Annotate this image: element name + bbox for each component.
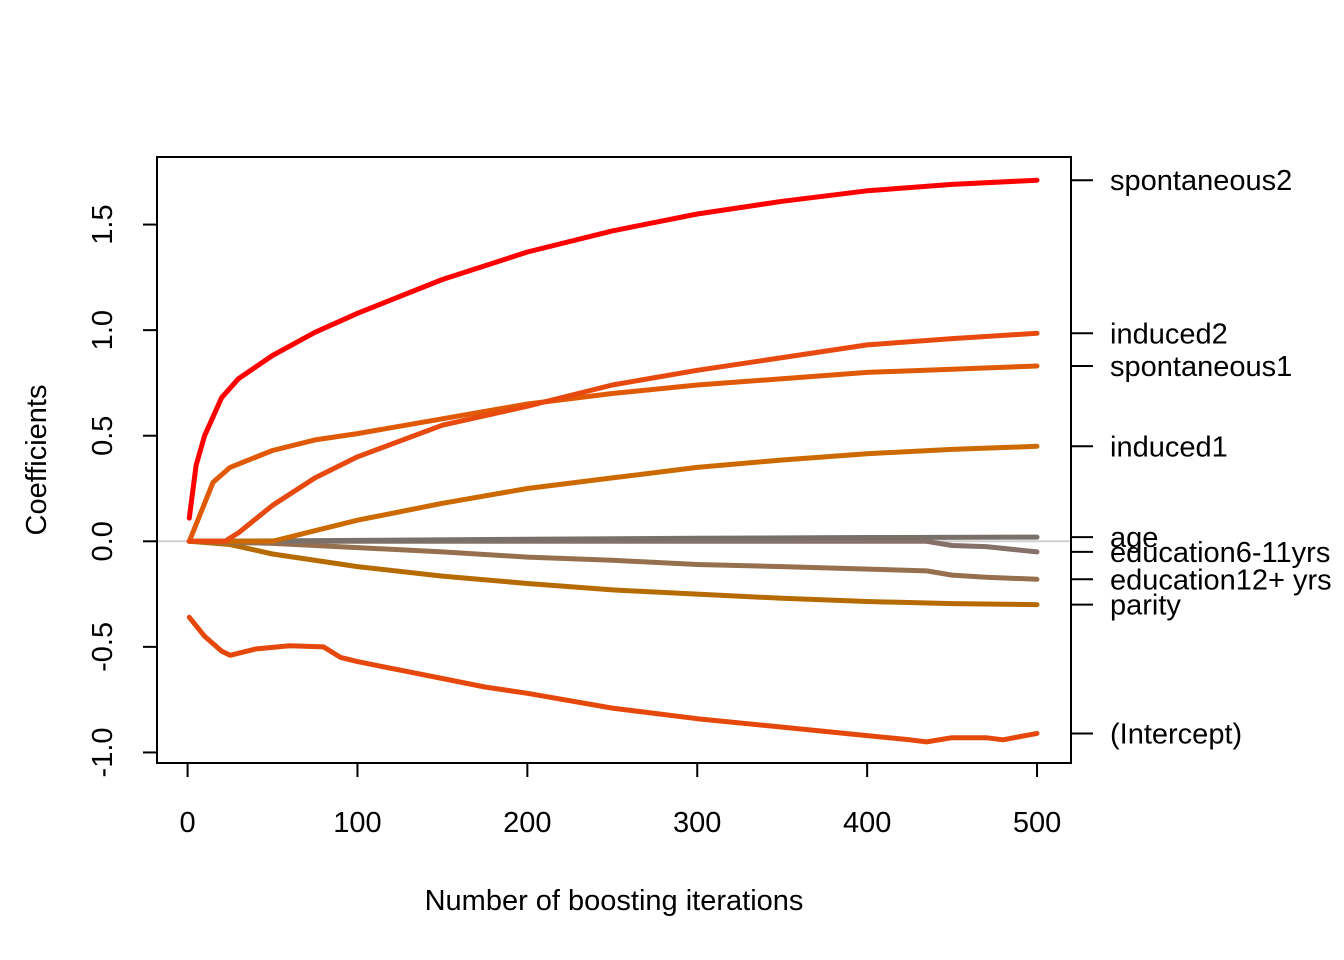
series-label: parity bbox=[1110, 590, 1181, 622]
series-line-induced2 bbox=[186, 330, 1040, 544]
plot-area bbox=[156, 156, 1072, 764]
series-line-education12-yrs bbox=[186, 538, 1040, 582]
x-tick-label: 300 bbox=[673, 807, 721, 839]
x-tick-label: 0 bbox=[180, 807, 196, 839]
plot-frame bbox=[156, 156, 1072, 764]
series-line-intercept bbox=[186, 614, 1040, 745]
series-label: education6-11yrs bbox=[1110, 537, 1330, 569]
series-label: induced1 bbox=[1110, 431, 1228, 463]
series-label: age bbox=[1110, 522, 1158, 554]
y-axis-title: Coefficients bbox=[21, 385, 53, 536]
series-line-spontaneous2 bbox=[186, 177, 1040, 521]
series-line-induced1 bbox=[186, 443, 1040, 544]
y-tick-label: 0.5 bbox=[87, 416, 119, 456]
y-tick-label: -1.0 bbox=[87, 727, 119, 777]
series-line-spontaneous1 bbox=[186, 363, 1040, 544]
y-tick-label: 1.0 bbox=[87, 310, 119, 350]
series-line-parity bbox=[186, 538, 1040, 608]
x-tick-label: 400 bbox=[843, 807, 891, 839]
series-label: (Intercept) bbox=[1110, 718, 1242, 750]
y-tick-label: 0.0 bbox=[87, 521, 119, 561]
series-label: education12+ yrs bbox=[1110, 564, 1332, 596]
x-tick-label: 200 bbox=[503, 807, 551, 839]
series-label: spontaneous2 bbox=[1110, 165, 1292, 197]
x-tick-label: 500 bbox=[1013, 807, 1061, 839]
x-axis-title: Number of boosting iterations bbox=[425, 885, 804, 917]
x-axis: 0 100 200 300 400 500 bbox=[180, 762, 1061, 839]
series-label: induced2 bbox=[1110, 318, 1228, 350]
series-line-age bbox=[186, 534, 1040, 544]
y-axis: -1.0 -0.5 0.0 0.5 1.0 1.5 bbox=[87, 204, 158, 777]
series-lines bbox=[186, 177, 1040, 745]
y-tick-label: 1.5 bbox=[87, 204, 119, 244]
series-label: spontaneous1 bbox=[1110, 351, 1292, 383]
x-tick-label: 100 bbox=[333, 807, 381, 839]
y-tick-label: -0.5 bbox=[87, 622, 119, 672]
